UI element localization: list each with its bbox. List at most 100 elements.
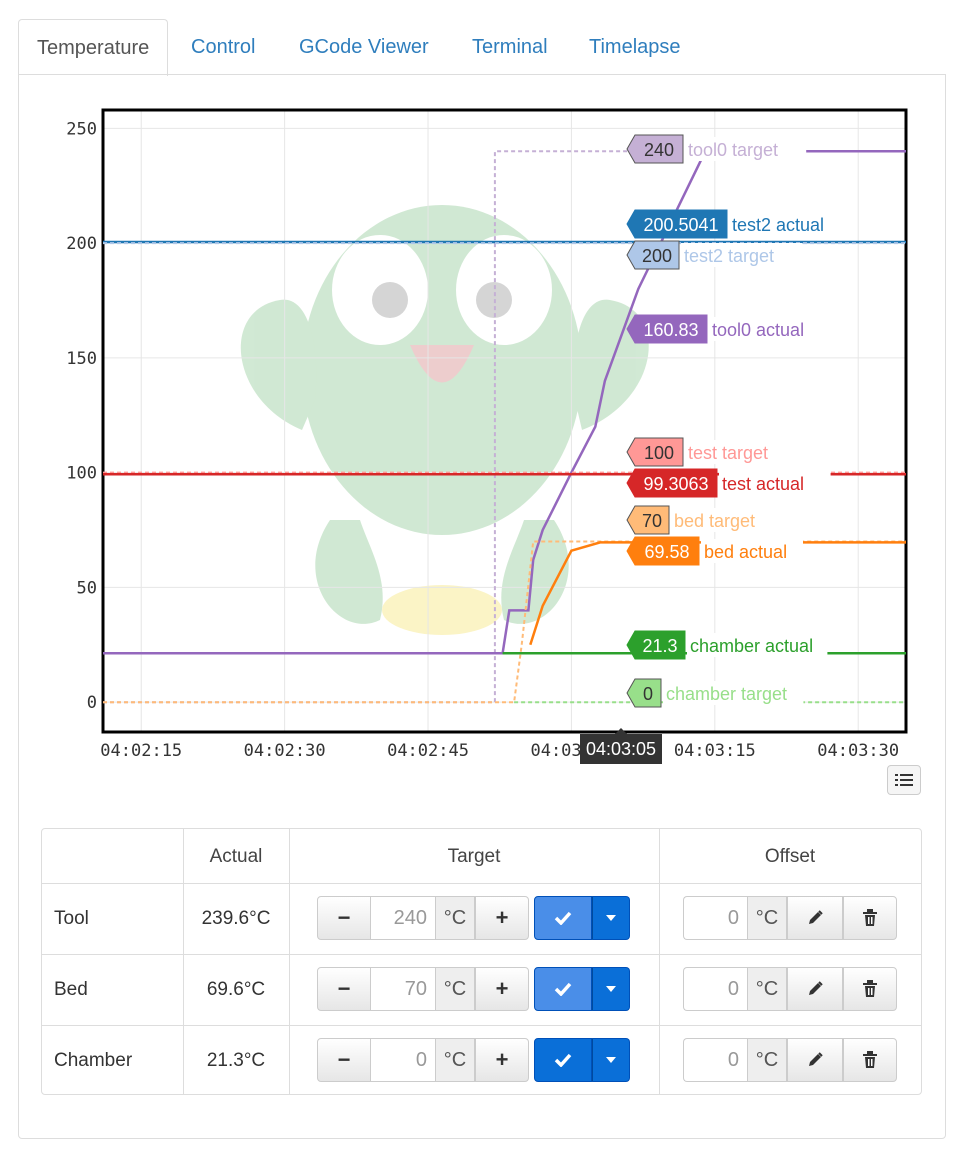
offset-input[interactable]: 0 (683, 967, 747, 1011)
tab-control[interactable]: Control (191, 36, 256, 58)
set-target-button[interactable] (534, 1038, 592, 1082)
delete-offset-button[interactable] (843, 896, 897, 940)
series-name: bed actual (704, 542, 787, 562)
tab-timelapse[interactable]: Timelapse (589, 36, 681, 58)
x-tick-label: 04:02:15 (100, 741, 182, 761)
target-unit: °C (435, 1038, 475, 1082)
y-tick-label: 100 (66, 464, 97, 484)
trash-icon (863, 1051, 877, 1068)
series-value: 200.5041 (643, 215, 718, 235)
delete-offset-button[interactable] (843, 1038, 897, 1082)
caret-down-icon (606, 986, 616, 992)
offset-group-chamber: 0 °C (683, 1038, 897, 1082)
check-icon (554, 911, 572, 925)
set-target-group (534, 896, 630, 940)
table-row (42, 1025, 921, 1097)
x-tick-label: 04:03:15 (674, 741, 756, 761)
header-actual: Actual (209, 846, 263, 867)
actual-temp-tool: 239.6°C (201, 908, 271, 929)
x-axis: 04:02:15 04:02:30 04:02:45 04:03:00 04:03:15… (100, 741, 899, 761)
octoprint-logo (240, 205, 649, 635)
increment-target-button[interactable]: + (475, 1038, 529, 1082)
decrement-target-button[interactable]: − (317, 1038, 371, 1082)
target-input[interactable]: 70 (371, 967, 435, 1011)
row-name-chamber: Chamber (54, 1050, 133, 1071)
series-line (103, 540, 906, 704)
edit-offset-button[interactable] (787, 1038, 843, 1082)
series-labels: 240 tool0 target 200.5041 test2 actual 200 te… (626, 134, 851, 708)
tab-bar: Temperature Control GCode Viewer Termina… (18, 19, 946, 76)
series-value: 70 (642, 511, 662, 531)
y-tick-label: 0 (87, 693, 97, 713)
plot-frame (101, 108, 908, 734)
decrement-target-button[interactable]: − (317, 967, 371, 1011)
series-name: tool0 actual (712, 320, 804, 340)
series-label: 100 test target (626, 437, 797, 467)
offset-input[interactable]: 0 (683, 1038, 747, 1082)
series-value-box (626, 134, 684, 164)
series-name: chamber actual (690, 636, 813, 656)
set-target-button[interactable] (534, 896, 592, 940)
edit-offset-button[interactable] (787, 896, 843, 940)
series-value-box (626, 678, 662, 708)
series-name: test target (688, 443, 768, 463)
row-name-tool: Tool (54, 908, 89, 929)
offset-input[interactable]: 0 (683, 896, 747, 940)
x-tick-label: 04:03:30 (817, 741, 899, 761)
check-icon (554, 982, 572, 996)
series-lines (103, 150, 906, 704)
target-unit: °C (435, 967, 475, 1011)
series-value-box (626, 314, 708, 344)
series-value-box (626, 240, 680, 270)
decrement-target-button[interactable]: − (317, 896, 371, 940)
table-row (42, 954, 921, 1026)
set-target-button[interactable] (534, 967, 592, 1011)
target-dropdown-button[interactable] (592, 896, 630, 940)
target-dropdown-button[interactable] (592, 1038, 630, 1082)
series-value-box (626, 209, 728, 239)
actual-temp-bed: 69.6°C (206, 979, 266, 1000)
tab-gcode-viewer[interactable]: GCode Viewer (299, 36, 429, 58)
y-axis: 0 50 100 150 200 250 (66, 119, 97, 713)
series-value-box (626, 505, 670, 535)
increment-target-button[interactable]: + (475, 967, 529, 1011)
trash-icon (863, 909, 877, 926)
pencil-icon (809, 981, 823, 995)
legend-toggle-button[interactable] (887, 765, 921, 795)
temperature-chart: 0 50 100 150 200 250 04:02:15 04:02:30 04:02:45… (66, 108, 908, 764)
set-target-group (534, 967, 630, 1011)
series-name: bed target (674, 511, 755, 531)
edit-offset-button[interactable] (787, 967, 843, 1011)
tab-terminal[interactable]: Terminal (472, 36, 548, 58)
series-label: 240 tool0 target (626, 134, 807, 164)
offset-unit: °C (747, 967, 787, 1011)
series-name: test actual (722, 474, 804, 494)
check-icon (554, 1053, 572, 1067)
list-icon (895, 774, 913, 786)
series-name: test2 actual (732, 215, 824, 235)
target-input[interactable]: 240 (371, 896, 435, 940)
series-value: 0 (643, 684, 653, 704)
series-label: 21.3 chamber actual (626, 630, 828, 660)
target-group-chamber: − 0 °C + (317, 1038, 529, 1082)
target-input[interactable]: 0 (371, 1038, 435, 1082)
series-name: tool0 target (688, 140, 778, 160)
increment-target-button[interactable]: + (475, 896, 529, 940)
series-name: test2 target (684, 246, 774, 266)
y-tick-label: 200 (66, 234, 97, 254)
series-value: 99.3063 (643, 474, 708, 494)
header-offset: Offset (764, 846, 816, 867)
target-group-tool: − 240 °C + (317, 896, 529, 940)
series-value: 21.3 (642, 636, 677, 656)
offset-unit: °C (747, 896, 787, 940)
target-group-bed: − 70 °C + (317, 967, 529, 1011)
target-dropdown-button[interactable] (592, 967, 630, 1011)
series-value-box (626, 536, 700, 566)
delete-offset-button[interactable] (843, 967, 897, 1011)
pencil-icon (809, 1052, 823, 1066)
tab-temperature[interactable]: Temperature (18, 19, 168, 76)
x-tick-label: 04:02:30 (244, 741, 326, 761)
series-value: 69.58 (644, 542, 689, 562)
actual-temp-chamber: 21.3°C (206, 1050, 266, 1071)
series-value-box (626, 630, 686, 660)
